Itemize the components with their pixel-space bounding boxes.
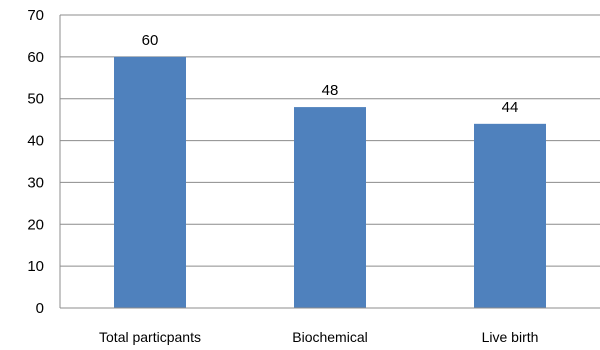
bar-2: [474, 123, 546, 308]
x-category-label: Total particpants: [99, 329, 201, 345]
y-tick-label: 70: [27, 7, 44, 24]
y-tick-label: 10: [27, 258, 44, 275]
data-label: 60: [142, 32, 159, 49]
bars: [114, 56, 546, 308]
x-category-label: Live birth: [482, 329, 539, 345]
y-tick-label: 60: [27, 49, 44, 66]
bar-0: [114, 56, 186, 308]
y-tick-label: 0: [36, 300, 44, 317]
data-label: 48: [322, 82, 339, 99]
x-category-label: Biochemical: [292, 329, 367, 345]
y-tick-label: 40: [27, 133, 44, 150]
x-axis-category-labels: Total particpants Biochemical Live birth: [99, 329, 538, 345]
bar-1: [294, 107, 366, 308]
y-tick-label: 20: [27, 216, 44, 233]
data-label: 44: [502, 99, 519, 116]
y-axis-tick-labels: 0 10 20 30 40 50 60 70: [27, 7, 44, 317]
y-tick-label: 50: [27, 91, 44, 108]
y-tick-label: 30: [27, 174, 44, 191]
data-labels: 60 48 44: [142, 32, 519, 116]
